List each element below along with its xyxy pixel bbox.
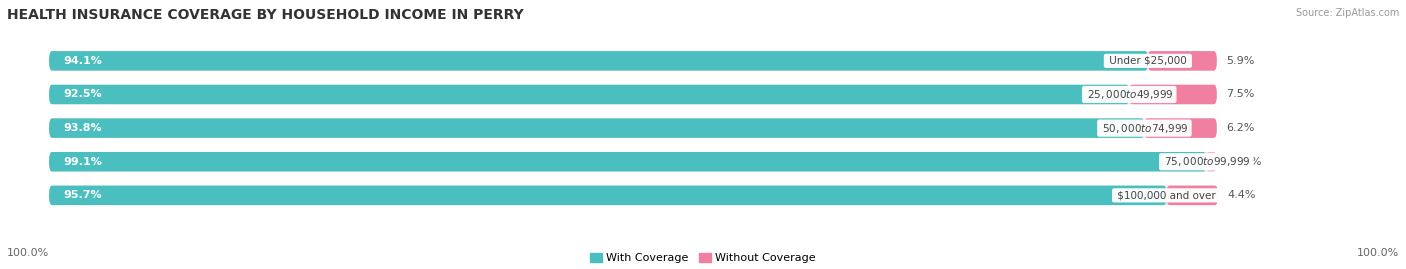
Text: 0.88%: 0.88% xyxy=(1226,157,1261,167)
Text: $50,000 to $74,999: $50,000 to $74,999 xyxy=(1099,122,1189,134)
FancyBboxPatch shape xyxy=(49,152,1206,172)
Text: $75,000 to $99,999: $75,000 to $99,999 xyxy=(1161,155,1251,168)
FancyBboxPatch shape xyxy=(1206,152,1216,172)
Text: 93.8%: 93.8% xyxy=(63,123,101,133)
Legend: With Coverage, Without Coverage: With Coverage, Without Coverage xyxy=(591,253,815,263)
Text: $25,000 to $49,999: $25,000 to $49,999 xyxy=(1084,88,1174,101)
FancyBboxPatch shape xyxy=(49,85,1129,104)
FancyBboxPatch shape xyxy=(49,118,1144,138)
FancyBboxPatch shape xyxy=(1147,51,1216,70)
Text: 100.0%: 100.0% xyxy=(1357,248,1399,258)
FancyBboxPatch shape xyxy=(49,118,1216,138)
FancyBboxPatch shape xyxy=(49,186,1167,205)
FancyBboxPatch shape xyxy=(1129,85,1216,104)
FancyBboxPatch shape xyxy=(49,85,1216,104)
Text: $100,000 and over: $100,000 and over xyxy=(1114,190,1219,200)
Text: 5.9%: 5.9% xyxy=(1226,56,1254,66)
FancyBboxPatch shape xyxy=(49,51,1216,70)
FancyBboxPatch shape xyxy=(49,51,1147,70)
Text: 99.1%: 99.1% xyxy=(63,157,103,167)
Text: 100.0%: 100.0% xyxy=(7,248,49,258)
Text: Source: ZipAtlas.com: Source: ZipAtlas.com xyxy=(1295,8,1399,18)
FancyBboxPatch shape xyxy=(49,152,1216,172)
Text: Under $25,000: Under $25,000 xyxy=(1107,56,1189,66)
Text: 7.5%: 7.5% xyxy=(1226,90,1254,100)
Text: 94.1%: 94.1% xyxy=(63,56,103,66)
Text: 4.4%: 4.4% xyxy=(1227,190,1256,200)
FancyBboxPatch shape xyxy=(49,186,1216,205)
Text: 95.7%: 95.7% xyxy=(63,190,101,200)
Text: 92.5%: 92.5% xyxy=(63,90,101,100)
FancyBboxPatch shape xyxy=(1144,118,1216,138)
Text: 6.2%: 6.2% xyxy=(1226,123,1254,133)
FancyBboxPatch shape xyxy=(1167,186,1218,205)
Text: HEALTH INSURANCE COVERAGE BY HOUSEHOLD INCOME IN PERRY: HEALTH INSURANCE COVERAGE BY HOUSEHOLD I… xyxy=(7,8,524,22)
